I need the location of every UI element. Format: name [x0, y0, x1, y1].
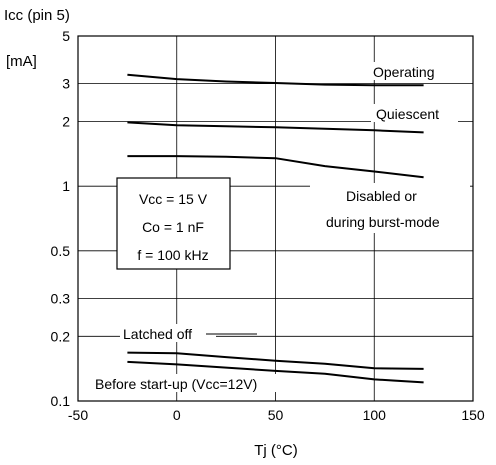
- y-tick-label: 0.5: [51, 243, 71, 259]
- series-label-disabled-line2: during burst-mode: [326, 214, 440, 230]
- series-line-1: [127, 121, 424, 134]
- series-label-disabled-line1: Disabled or: [346, 188, 417, 204]
- conditions-box: Vcc = 15 V Co = 1 nF f = 100 kHz: [116, 177, 231, 270]
- x-tick-label: 0: [173, 407, 181, 423]
- y-tick-label: 0.3: [51, 290, 71, 306]
- series-line-0: [127, 73, 424, 87]
- series-line-4: [127, 360, 424, 384]
- x-tick-label: -50: [68, 407, 88, 423]
- series-label-operating: Operating: [373, 64, 434, 80]
- x-tick-labels: -50 0 50 100 150: [68, 407, 485, 423]
- series-label-quiescent: Quiescent: [376, 106, 439, 122]
- series-label-before-startup: Before start-up (Vcc=12V): [95, 376, 257, 392]
- conditions-box-frame: [116, 177, 231, 270]
- y-tick-labels: 0.1 0.2 0.3 0.5 1 2 3 5: [51, 28, 71, 409]
- chart-title: Icc (pin 5): [4, 7, 70, 24]
- y-tick-label: 1: [62, 178, 70, 194]
- label-bg-quiescent: [371, 104, 458, 122]
- label-bg-disabled: [310, 183, 470, 233]
- condition-co: Co = 1 nF: [142, 219, 204, 235]
- y-tick-label: 0.2: [51, 328, 71, 344]
- label-bg-operating: [369, 62, 454, 80]
- label-bg-before-startup: [92, 374, 310, 392]
- y-tick-label: 0.1: [51, 393, 71, 409]
- series-label-latched-off: Latched off: [123, 326, 192, 342]
- plot-frame: [77, 35, 474, 402]
- series-line-3: [127, 351, 424, 370]
- series-labels: Operating Quiescent Disabled or during b…: [92, 62, 470, 392]
- x-tick-label: 50: [268, 407, 284, 423]
- condition-vcc: Vcc = 15 V: [139, 191, 208, 207]
- series-line-2: [127, 155, 424, 179]
- series-lines: [127, 73, 424, 384]
- y-tick-label: 2: [62, 113, 70, 129]
- condition-f: f = 100 kHz: [137, 247, 208, 263]
- x-tick-label: 150: [461, 407, 485, 423]
- y-axis-label: [mA]: [6, 53, 37, 70]
- x-axis-label: Tj (°C): [254, 442, 297, 459]
- x-tick-label: 100: [363, 407, 387, 423]
- y-tick-label: 3: [62, 76, 70, 92]
- label-bg-latched: [120, 324, 216, 342]
- y-tick-label: 5: [62, 28, 70, 44]
